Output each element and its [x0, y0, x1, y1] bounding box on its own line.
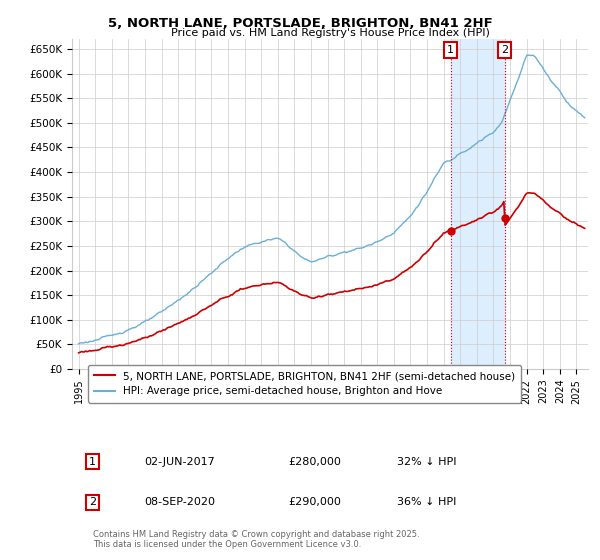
Text: 08-SEP-2020: 08-SEP-2020	[144, 497, 215, 507]
Title: Price paid vs. HM Land Registry's House Price Index (HPI): Price paid vs. HM Land Registry's House …	[170, 29, 490, 39]
Text: 1: 1	[89, 456, 96, 466]
Text: 5, NORTH LANE, PORTSLADE, BRIGHTON, BN41 2HF: 5, NORTH LANE, PORTSLADE, BRIGHTON, BN41…	[107, 17, 493, 30]
Text: 36% ↓ HPI: 36% ↓ HPI	[397, 497, 457, 507]
Text: 1: 1	[447, 45, 454, 55]
Text: 2: 2	[89, 497, 96, 507]
Text: £290,000: £290,000	[289, 497, 341, 507]
Text: Contains HM Land Registry data © Crown copyright and database right 2025.
This d: Contains HM Land Registry data © Crown c…	[92, 530, 419, 549]
Text: 02-JUN-2017: 02-JUN-2017	[144, 456, 215, 466]
Text: £280,000: £280,000	[289, 456, 341, 466]
Bar	[451, 39, 505, 369]
Legend: 5, NORTH LANE, PORTSLADE, BRIGHTON, BN41 2HF (semi-detached house), HPI: Average: 5, NORTH LANE, PORTSLADE, BRIGHTON, BN41…	[88, 365, 521, 403]
Text: 32% ↓ HPI: 32% ↓ HPI	[397, 456, 457, 466]
Text: 2: 2	[501, 45, 508, 55]
